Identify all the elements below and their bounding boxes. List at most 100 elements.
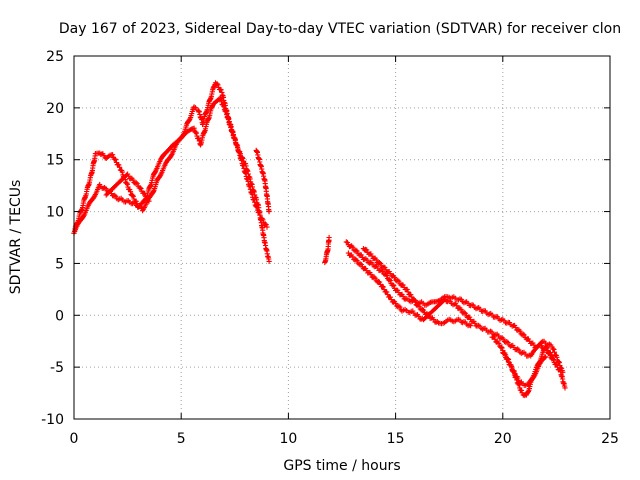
data-point bbox=[531, 342, 537, 348]
data-point bbox=[518, 387, 525, 394]
data-point bbox=[364, 247, 370, 253]
data-point bbox=[358, 261, 364, 268]
data-point bbox=[112, 156, 118, 162]
y-tick-label: 25 bbox=[46, 49, 64, 65]
data-point bbox=[142, 191, 148, 197]
data-point bbox=[513, 324, 519, 330]
y-tick-label: -5 bbox=[50, 360, 64, 376]
data-point bbox=[441, 297, 447, 303]
data-point bbox=[221, 104, 227, 110]
data-point bbox=[375, 278, 381, 285]
data-point bbox=[116, 162, 122, 168]
data-point bbox=[467, 314, 473, 320]
data-point bbox=[232, 138, 238, 144]
data-point bbox=[113, 193, 119, 199]
data-point bbox=[215, 82, 221, 88]
data-point bbox=[391, 274, 398, 280]
data-point bbox=[543, 354, 549, 360]
data-point bbox=[146, 198, 152, 204]
data-point bbox=[556, 360, 562, 366]
data-point bbox=[387, 278, 393, 284]
data-point bbox=[344, 239, 350, 246]
data-point bbox=[223, 108, 229, 114]
data-point bbox=[193, 130, 199, 136]
data-point bbox=[551, 349, 558, 355]
data-point bbox=[214, 81, 220, 87]
y-tick-label: 5 bbox=[55, 256, 64, 272]
data-point bbox=[130, 193, 136, 199]
data-point bbox=[515, 375, 521, 381]
data-point bbox=[350, 244, 356, 250]
data-point bbox=[550, 357, 557, 363]
data-point bbox=[110, 152, 116, 158]
data-point bbox=[550, 346, 556, 352]
data-point bbox=[126, 173, 132, 179]
data-point bbox=[393, 300, 399, 306]
data-point bbox=[404, 286, 410, 293]
data-point bbox=[458, 306, 464, 312]
y-tick-label: 10 bbox=[46, 205, 64, 221]
x-tick-labels: 0 5 10 15 20 25 bbox=[70, 431, 619, 447]
data-point bbox=[547, 350, 554, 356]
data-point bbox=[409, 294, 415, 300]
data-point bbox=[396, 278, 402, 284]
data-point bbox=[505, 356, 511, 363]
y-tick-label: -10 bbox=[41, 412, 64, 428]
data-point bbox=[217, 95, 223, 101]
y-tick-label: 20 bbox=[46, 101, 64, 117]
data-point bbox=[559, 365, 565, 371]
data-point bbox=[376, 260, 383, 266]
data-point bbox=[560, 369, 566, 375]
data-point bbox=[420, 307, 427, 313]
data-point bbox=[380, 284, 386, 290]
data-point bbox=[554, 354, 560, 360]
data-point bbox=[372, 275, 378, 281]
series-track-4 bbox=[253, 147, 272, 215]
data-point bbox=[516, 347, 522, 353]
x-axis-label: GPS time / hours bbox=[283, 458, 400, 474]
data-point bbox=[196, 136, 202, 142]
y-tick-label: 15 bbox=[46, 153, 64, 169]
data-point bbox=[357, 261, 363, 267]
data-point bbox=[505, 359, 512, 365]
data-point bbox=[416, 303, 422, 309]
data-point bbox=[266, 209, 272, 215]
data-point bbox=[113, 157, 119, 163]
data-point bbox=[536, 359, 542, 365]
data-point bbox=[462, 310, 468, 316]
plot-frame bbox=[73, 55, 611, 420]
data-point bbox=[266, 258, 272, 264]
data-point bbox=[400, 282, 406, 288]
data-point bbox=[472, 320, 478, 326]
data-point bbox=[400, 293, 406, 299]
series-track-5 bbox=[322, 234, 332, 266]
data-point bbox=[468, 323, 474, 329]
data-point bbox=[263, 222, 269, 228]
series-track-7 bbox=[345, 250, 566, 375]
data-point bbox=[556, 359, 562, 365]
data-point bbox=[512, 371, 518, 377]
x-tick-label: 10 bbox=[279, 431, 297, 447]
data-point bbox=[239, 154, 245, 160]
data-point bbox=[237, 151, 243, 157]
data-point bbox=[397, 304, 403, 310]
data-points bbox=[71, 80, 568, 399]
x-tick-label: 15 bbox=[387, 431, 405, 447]
data-point bbox=[433, 319, 439, 325]
data-point bbox=[134, 181, 140, 187]
data-point bbox=[350, 254, 356, 260]
data-point bbox=[130, 192, 136, 198]
data-point bbox=[396, 303, 402, 309]
data-point bbox=[544, 345, 550, 351]
data-point bbox=[130, 177, 136, 183]
data-point bbox=[502, 351, 508, 358]
series-track-3 bbox=[103, 171, 152, 204]
data-point bbox=[542, 354, 548, 360]
data-point bbox=[119, 169, 125, 175]
data-point bbox=[395, 277, 401, 283]
data-point bbox=[133, 180, 139, 186]
data-point bbox=[405, 289, 411, 295]
y-axis-label: SDTVAR / TECUs bbox=[8, 180, 24, 295]
data-point bbox=[419, 306, 425, 312]
chart-title: Day 167 of 2023, Sidereal Day-to-day VTE… bbox=[59, 21, 621, 37]
